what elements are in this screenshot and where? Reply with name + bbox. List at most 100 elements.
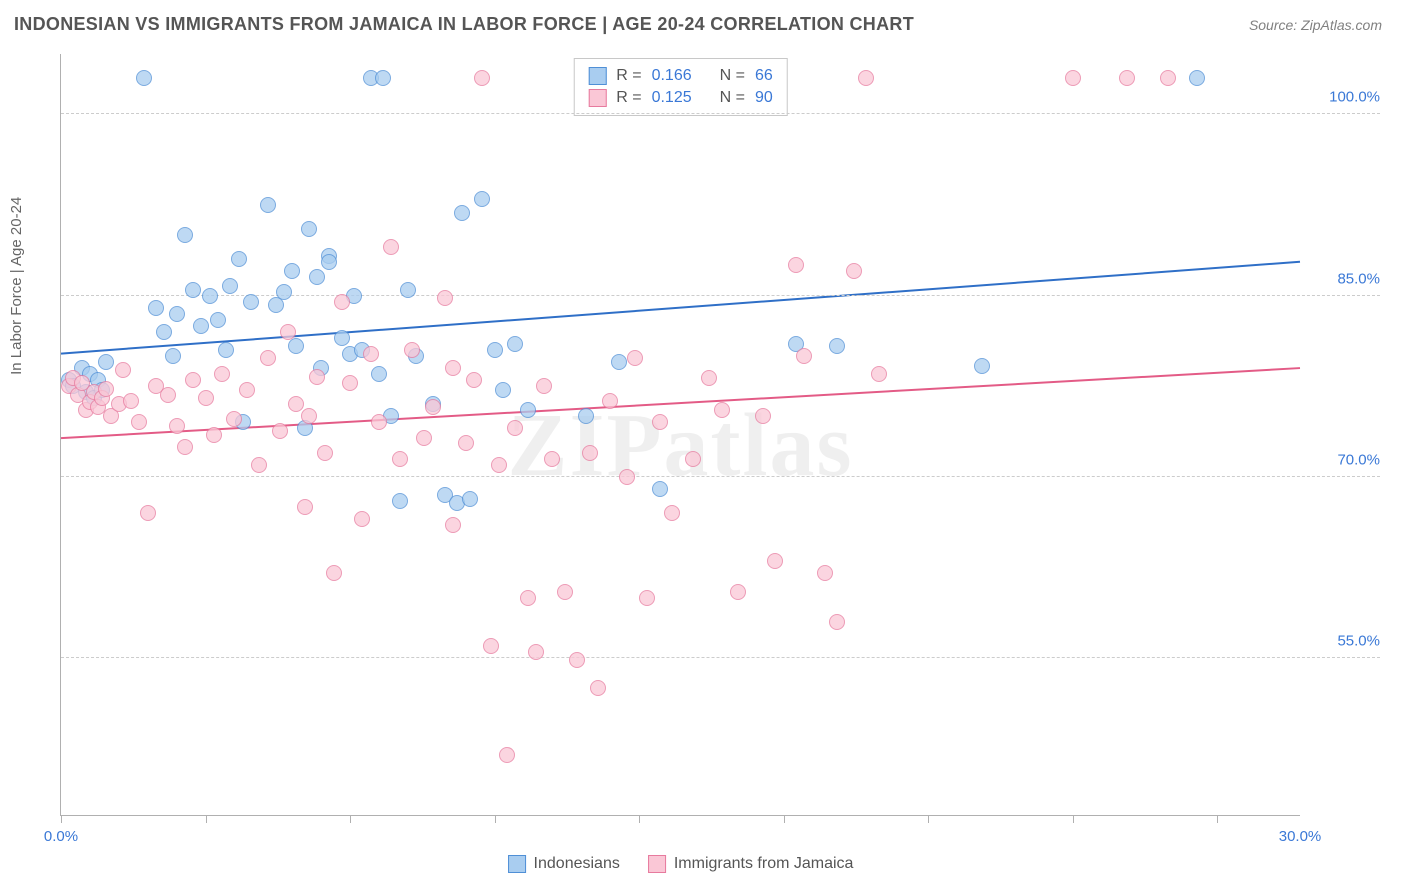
data-point xyxy=(280,324,296,340)
data-point xyxy=(507,336,523,352)
data-point xyxy=(260,350,276,366)
x-tick xyxy=(350,815,351,823)
y-tick-label: 85.0% xyxy=(1310,270,1380,287)
data-point xyxy=(1119,70,1135,86)
data-point xyxy=(123,393,139,409)
data-point xyxy=(578,408,594,424)
stat-n-value: 90 xyxy=(755,89,773,107)
data-point xyxy=(140,505,156,521)
data-point xyxy=(974,358,990,374)
stat-n-label: N = xyxy=(720,67,745,85)
series-swatch xyxy=(588,67,606,85)
data-point xyxy=(317,445,333,461)
data-point xyxy=(416,430,432,446)
data-point xyxy=(371,366,387,382)
legend-item: Indonesians xyxy=(508,855,620,873)
data-point xyxy=(383,239,399,255)
data-point xyxy=(392,493,408,509)
legend-item: Immigrants from Jamaica xyxy=(648,855,854,873)
stat-r-label: R = xyxy=(616,67,641,85)
legend-label: Indonesians xyxy=(534,855,620,873)
x-tick xyxy=(1073,815,1074,823)
data-point xyxy=(321,254,337,270)
stat-r-value: 0.125 xyxy=(652,89,692,107)
data-point xyxy=(458,435,474,451)
stats-legend-box: R =0.166N =66R =0.125N =90 xyxy=(573,58,788,116)
data-point xyxy=(685,451,701,467)
data-point xyxy=(846,263,862,279)
data-point xyxy=(652,481,668,497)
data-point xyxy=(169,306,185,322)
data-point xyxy=(272,423,288,439)
series-swatch xyxy=(588,89,606,107)
series-legend: Indonesians Immigrants from Jamaica xyxy=(508,855,854,873)
data-point xyxy=(136,70,152,86)
x-tick xyxy=(1217,815,1218,823)
data-point xyxy=(788,257,804,273)
x-tick xyxy=(495,815,496,823)
data-point xyxy=(445,517,461,533)
data-point xyxy=(400,282,416,298)
data-point xyxy=(871,366,887,382)
data-point xyxy=(214,366,230,382)
stat-r-value: 0.166 xyxy=(652,67,692,85)
y-tick-label: 70.0% xyxy=(1310,451,1380,468)
data-point xyxy=(462,491,478,507)
data-point xyxy=(334,294,350,310)
data-point xyxy=(226,411,242,427)
data-point xyxy=(858,70,874,86)
data-point xyxy=(652,414,668,430)
y-tick-label: 55.0% xyxy=(1310,632,1380,649)
data-point xyxy=(817,565,833,581)
data-point xyxy=(569,652,585,668)
data-point xyxy=(425,399,441,415)
data-point xyxy=(202,288,218,304)
data-point xyxy=(309,369,325,385)
gridline-h xyxy=(61,113,1380,114)
data-point xyxy=(1189,70,1205,86)
data-point xyxy=(602,393,618,409)
legend-label: Immigrants from Jamaica xyxy=(674,855,854,873)
data-point xyxy=(392,451,408,467)
data-point xyxy=(474,70,490,86)
data-point xyxy=(454,205,470,221)
data-point xyxy=(98,354,114,370)
legend-swatch xyxy=(508,855,526,873)
data-point xyxy=(206,427,222,443)
data-point xyxy=(185,282,201,298)
data-point xyxy=(491,457,507,473)
data-point xyxy=(1065,70,1081,86)
data-point xyxy=(474,191,490,207)
data-point xyxy=(185,372,201,388)
data-point xyxy=(755,408,771,424)
gridline-h xyxy=(61,657,1380,658)
data-point xyxy=(639,590,655,606)
data-point xyxy=(499,747,515,763)
data-point xyxy=(466,372,482,388)
data-point xyxy=(536,378,552,394)
source-label: Source: ZipAtlas.com xyxy=(1249,17,1382,33)
x-tick-label: 30.0% xyxy=(1279,828,1322,845)
data-point xyxy=(115,362,131,378)
trend-lines xyxy=(61,54,1300,815)
data-point xyxy=(326,565,342,581)
data-point xyxy=(210,312,226,328)
data-point xyxy=(520,402,536,418)
data-point xyxy=(544,451,560,467)
data-point xyxy=(664,505,680,521)
x-tick-label: 0.0% xyxy=(44,828,78,845)
data-point xyxy=(169,418,185,434)
data-point xyxy=(251,457,267,473)
y-axis-label: In Labor Force | Age 20-24 xyxy=(8,197,25,375)
data-point xyxy=(354,511,370,527)
data-point xyxy=(371,414,387,430)
gridline-h xyxy=(61,295,1380,296)
data-point xyxy=(342,375,358,391)
data-point xyxy=(611,354,627,370)
data-point xyxy=(437,290,453,306)
data-point xyxy=(829,338,845,354)
stat-r-label: R = xyxy=(616,89,641,107)
data-point xyxy=(363,346,379,362)
data-point xyxy=(445,360,461,376)
data-point xyxy=(231,251,247,267)
